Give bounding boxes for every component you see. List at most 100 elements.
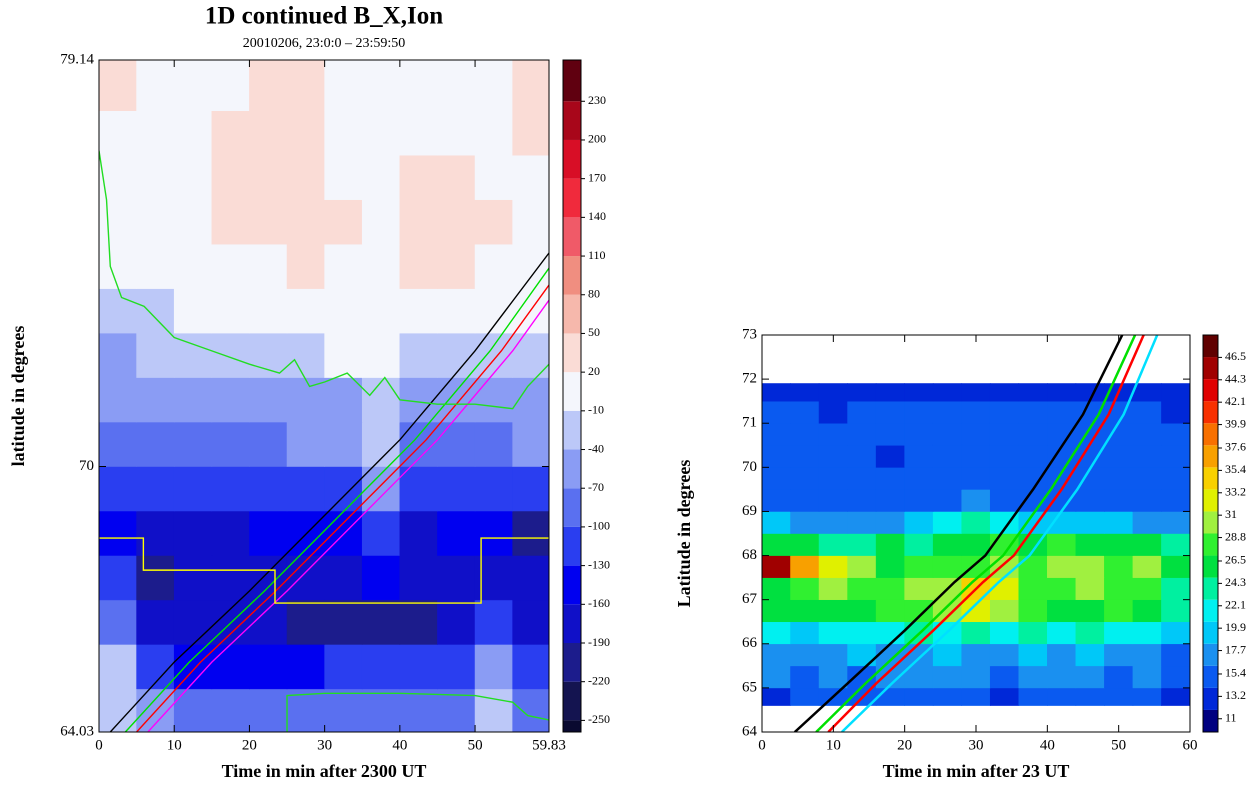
cell: [512, 110, 549, 156]
cell: [361, 60, 401, 112]
cell: [875, 387, 905, 402]
curve: [99, 537, 549, 604]
cell: [762, 555, 791, 578]
colorbar-band: [563, 178, 581, 218]
cell: [1104, 383, 1134, 389]
cell: [173, 199, 213, 245]
cell: [136, 332, 175, 378]
cell: [1047, 599, 1077, 623]
cell: [1075, 489, 1105, 512]
cell: [1132, 533, 1162, 556]
cell: [249, 110, 288, 156]
cell: [1161, 383, 1190, 389]
colorbar-tick-label: 19.9: [1225, 620, 1246, 634]
cell: [1132, 467, 1162, 490]
colorbar-tick-label: -10: [588, 403, 604, 417]
cell: [1047, 687, 1077, 706]
cell: [762, 422, 791, 446]
cell: [286, 154, 325, 200]
cell: [904, 511, 934, 534]
cell: [932, 665, 963, 689]
colorbar-tick-label: 44.3: [1225, 372, 1246, 386]
cell: [790, 533, 820, 556]
cell: [1132, 643, 1162, 667]
cell: [211, 110, 250, 156]
cell: [211, 421, 250, 467]
cell: [99, 377, 137, 423]
cell: [99, 421, 137, 467]
cell: [512, 510, 549, 556]
cell: [361, 332, 401, 378]
cell: [1047, 387, 1077, 402]
x-tick-label: 0: [95, 737, 103, 753]
x-tick-label: 60: [1183, 737, 1198, 753]
cell: [875, 533, 905, 556]
cell: [399, 332, 438, 378]
cell: [1161, 643, 1190, 667]
cell: [286, 421, 325, 467]
colorbar-tick-label: 170: [588, 170, 606, 184]
cell: [904, 387, 934, 402]
cell: [847, 489, 877, 512]
cell: [875, 577, 905, 600]
cell: [932, 511, 963, 534]
cell: [989, 555, 1020, 578]
cell: [173, 555, 213, 601]
cell: [99, 154, 137, 200]
cell: [1047, 577, 1077, 600]
colorbar-band: [1203, 709, 1218, 732]
cell: [399, 555, 438, 601]
y-tick-label: 70: [742, 459, 757, 475]
cell: [211, 243, 250, 289]
cell: [961, 643, 991, 667]
cell: [1075, 511, 1105, 534]
colorbar-band: [563, 372, 581, 411]
cell: [286, 288, 325, 334]
cell: [286, 60, 325, 112]
cell: [989, 687, 1020, 706]
cell: [136, 243, 175, 289]
cell: [437, 60, 476, 112]
colorbar-band: [1203, 555, 1218, 578]
cell: [818, 665, 848, 689]
colorbar-tick-label: 35.4: [1225, 462, 1246, 476]
cell: [512, 154, 549, 200]
cell: [399, 510, 438, 556]
cell: [173, 599, 213, 645]
colorbar-band: [1203, 335, 1218, 358]
cell: [1075, 643, 1105, 667]
cell: [249, 154, 288, 200]
cell: [1104, 577, 1134, 600]
cell: [173, 510, 213, 556]
colorbar-tick-label: 200: [588, 132, 606, 146]
colorbar-tick-label: -250: [588, 712, 610, 726]
cell: [474, 199, 513, 245]
cell: [847, 511, 877, 534]
cell: [762, 533, 791, 556]
cell: [361, 555, 401, 601]
cell: [932, 533, 963, 556]
colorbar-band: [563, 410, 581, 450]
y-axis-label: Latitude in degrees: [674, 460, 694, 608]
cell: [818, 489, 848, 512]
cell: [847, 444, 877, 468]
cell: [211, 154, 250, 200]
curve: [124, 267, 549, 732]
cell: [818, 444, 848, 468]
cell: [324, 644, 363, 690]
cell: [762, 643, 791, 667]
curve: [99, 150, 549, 410]
cell: [904, 467, 934, 490]
cell: [99, 644, 137, 690]
cell: [474, 466, 513, 512]
cell: [249, 60, 288, 112]
cell: [932, 422, 963, 446]
cell: [1132, 599, 1162, 623]
cell: [474, 377, 513, 423]
cell: [762, 383, 791, 389]
chart-subtitle: 20010206, 23:0:0 – 23:59:50: [243, 36, 406, 51]
colorbar-tick-label: -130: [588, 557, 610, 571]
cell: [399, 599, 438, 645]
cell: [437, 421, 476, 467]
cell: [173, 288, 213, 334]
